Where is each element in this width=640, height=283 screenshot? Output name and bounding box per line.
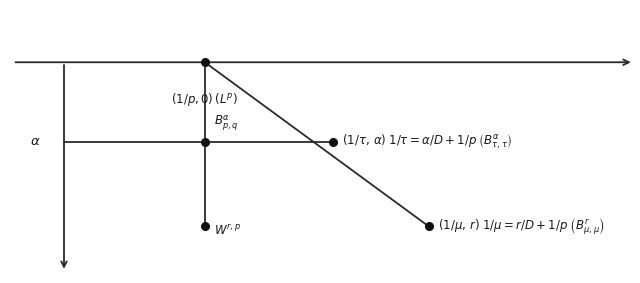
Text: $(1/\mu,\,r)\;1/\mu = r/D+1/p\;\left(B^{r}_{\mu,\mu}\right)$: $(1/\mu,\,r)\;1/\mu = r/D+1/p\;\left(B^{… bbox=[438, 216, 605, 237]
Text: $(1/p, 0)\,(L^{p})$: $(1/p, 0)\,(L^{p})$ bbox=[172, 91, 238, 108]
Text: $W^{r,p}$: $W^{r,p}$ bbox=[214, 223, 241, 238]
Text: $B^{\alpha}_{p,q}$: $B^{\alpha}_{p,q}$ bbox=[214, 113, 239, 133]
Text: $\alpha$: $\alpha$ bbox=[30, 135, 40, 148]
Text: $(1/\tau,\,\alpha)\;1/\tau = \alpha/D+1/p\;\left(B^{\alpha}_{\tau,\tau}\right)$: $(1/\tau,\,\alpha)\;1/\tau = \alpha/D+1/… bbox=[342, 132, 513, 151]
